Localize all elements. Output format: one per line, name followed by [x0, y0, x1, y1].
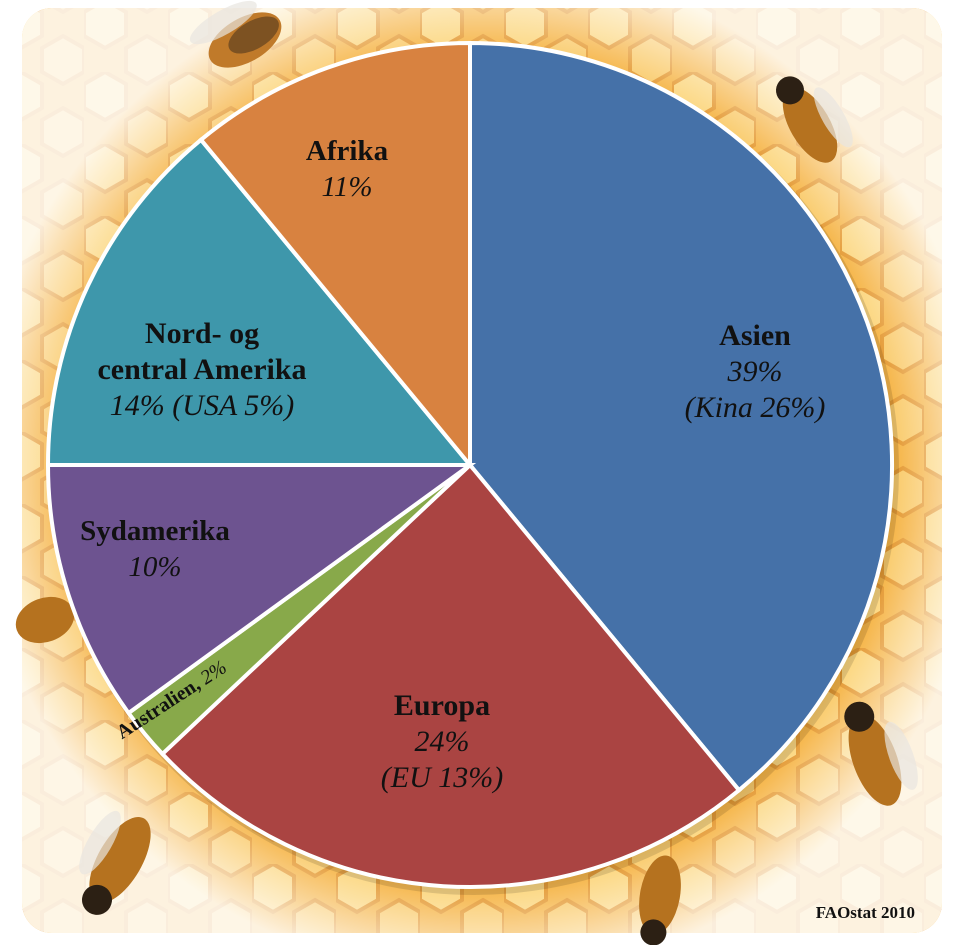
pie-slices: [45, 40, 895, 889]
slice-europa: [159, 462, 742, 889]
slice-asien: [468, 40, 895, 794]
bee-icon: [639, 855, 681, 945]
label-afrika: Afrika 11%: [306, 135, 389, 203]
bee-icon: [776, 76, 853, 163]
label-sydamerika: Sydamerika 10%: [80, 515, 230, 583]
bee-illustrations: [15, 0, 918, 945]
label-nord-og-central-amerika: Nord- og central Amerika 14% (USA 5%): [97, 317, 306, 422]
label-asien: Asien 39% (Kina 26%): [685, 319, 826, 424]
pie-labels: Asien 39% (Kina 26%)Europa 24% (EU 13%)Austr…: [80, 135, 825, 794]
label-europa: Europa 24% (EU 13%): [381, 689, 503, 794]
slice-sydamerika: [45, 463, 477, 716]
bee-icon: [844, 701, 918, 806]
bee-icon: [79, 810, 151, 915]
bee-icon: [15, 596, 75, 644]
slice-nord-og-central-amerika: [45, 136, 475, 467]
source-note: FAOstat 2010: [815, 903, 915, 922]
slice-afrika: [198, 40, 472, 471]
bee-icon: [189, 0, 282, 68]
